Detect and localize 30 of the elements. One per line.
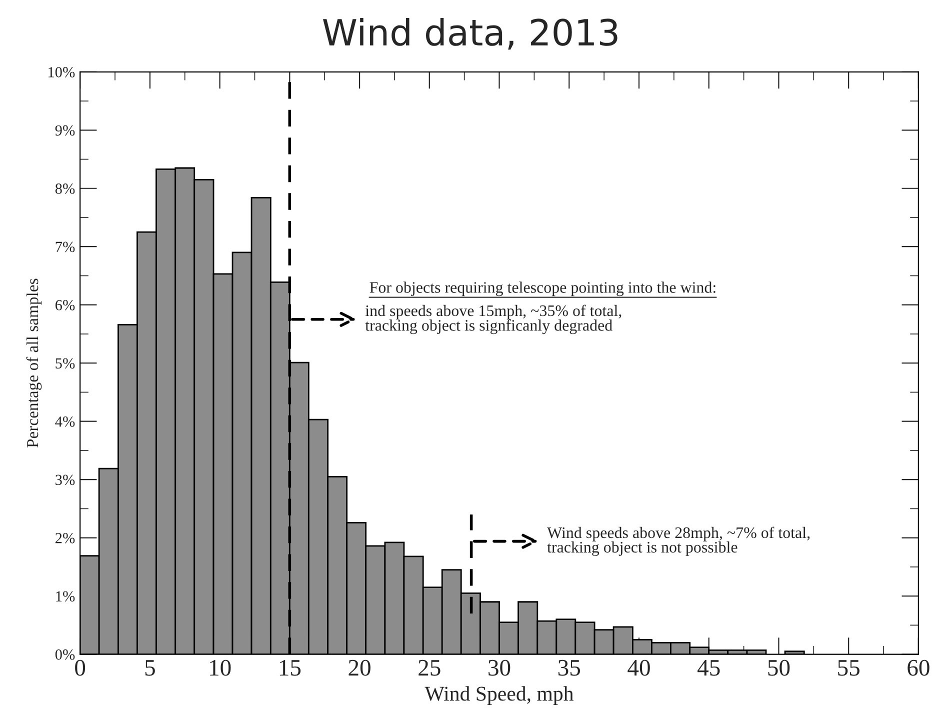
- x-tick-label: 25: [418, 660, 440, 676]
- y-tick-label: 0%: [55, 649, 75, 660]
- x-axis-title: Wind Speed, mph: [424, 686, 574, 706]
- y-tick-label: 8%: [55, 184, 75, 194]
- annotation: ind speeds above 15mph, ~35% of total, tracking object is signficanly degraded: [365, 304, 622, 334]
- y-tick-label: 10%: [48, 67, 75, 78]
- x-tick-label: 60: [908, 660, 930, 676]
- x-tick-label: 35: [558, 660, 580, 676]
- x-tick-label: 10: [210, 660, 231, 676]
- x-tick-label: 45: [698, 660, 720, 676]
- y-tick-label: 4%: [55, 416, 75, 427]
- x-tick-label: 40: [628, 660, 650, 676]
- y-tick-label: 7%: [56, 242, 75, 252]
- y-tick-label: 9%: [55, 125, 75, 136]
- x-tick-label: 15: [280, 660, 301, 676]
- chart-title: Wind data, 2013: [323, 18, 618, 50]
- y-tick-label: 5%: [56, 358, 75, 369]
- y-tick-label: 1%: [56, 591, 75, 602]
- x-tick-label: 0: [75, 660, 86, 676]
- annotation: For objects requiring telescope pointing into the wind:: [370, 282, 716, 296]
- x-tick-label: 5: [145, 660, 155, 676]
- annotation: Wind speeds above 28mph, ~7% of total, tracking object is not possible: [547, 526, 810, 556]
- y-tick-label: 3%: [56, 474, 75, 486]
- x-tick-label: 50: [768, 660, 790, 676]
- x-tick-label: 30: [488, 660, 510, 676]
- x-tick-label: 55: [838, 660, 860, 676]
- y-tick-label: 6%: [56, 300, 75, 310]
- y-axis-title: Percentage of all samples: [26, 278, 42, 448]
- y-tick-label: 2%: [56, 532, 75, 544]
- x-tick-label: 20: [348, 660, 370, 676]
